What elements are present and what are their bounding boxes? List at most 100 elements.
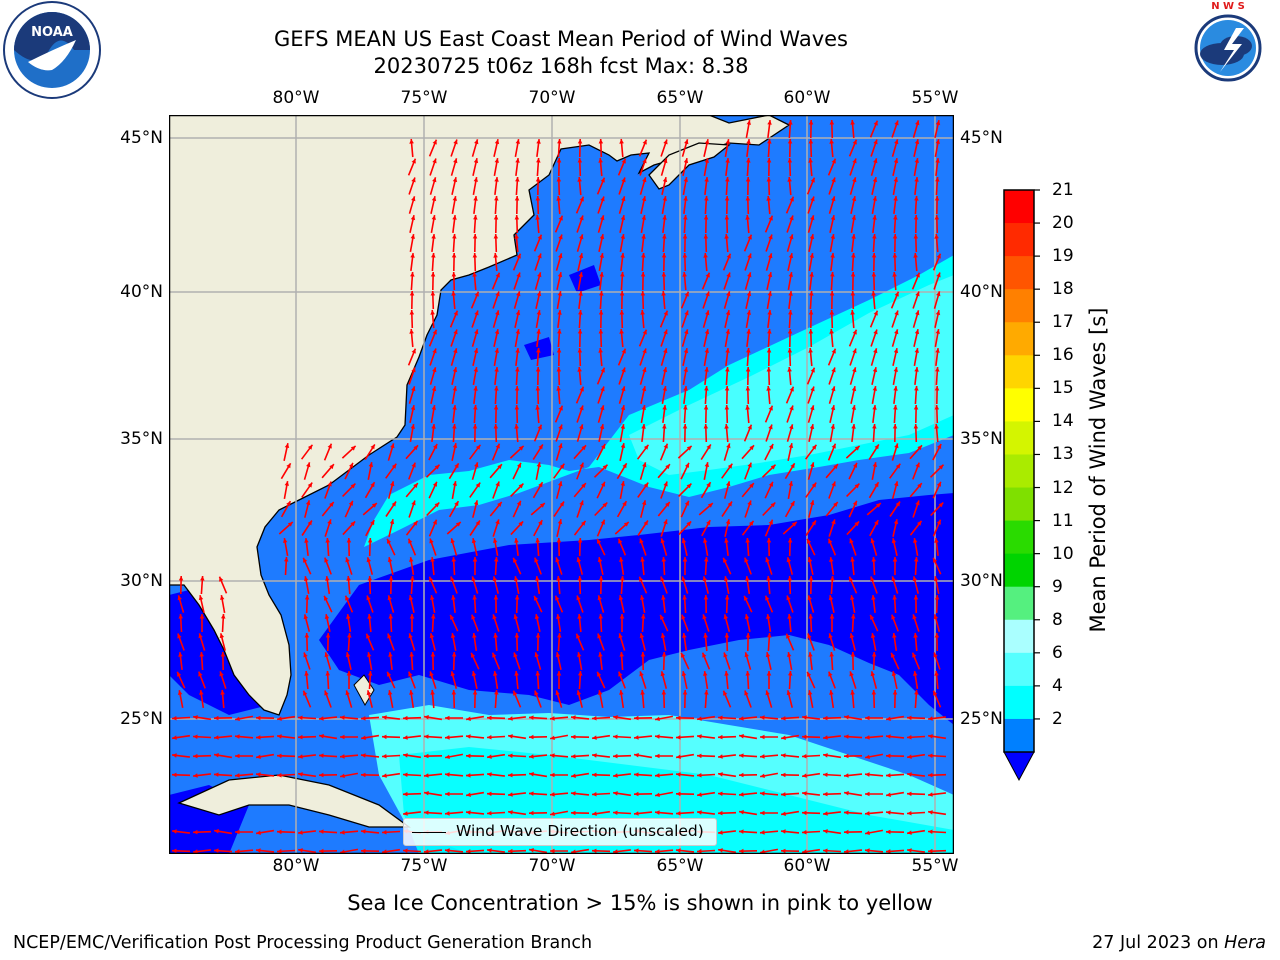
wind-wave-arrowhead (277, 753, 282, 759)
wind-wave-arrowhead (912, 576, 918, 582)
wind-wave-arrowhead (865, 735, 870, 740)
wind-wave-arrowhead (599, 291, 604, 296)
wind-wave-arrowhead (601, 444, 606, 449)
wind-wave-arrowhead (536, 329, 541, 334)
wind-wave-arrowhead (219, 671, 224, 677)
wind-wave-arrowhead (802, 830, 807, 835)
wind-wave-arrowhead (724, 196, 730, 201)
wind-wave-arrowhead (598, 576, 604, 581)
wind-wave-arrowhead (872, 215, 877, 220)
wind-wave-arrowhead (767, 139, 772, 144)
wind-wave-arrowhead (725, 519, 731, 525)
wind-wave-arrowhead (781, 829, 786, 834)
wind-wave-arrowhead (493, 234, 499, 239)
wind-wave-arrowhead (808, 614, 813, 619)
wind-wave-arrowhead (766, 538, 772, 543)
wind-wave-arrowhead (571, 754, 576, 759)
wind-wave-arrowhead (452, 177, 458, 183)
wind-wave-arrowhead (303, 614, 308, 620)
wind-wave-arrowhead (411, 196, 416, 202)
wind-wave-arrowhead (913, 234, 919, 239)
wind-wave-arrowhead (529, 772, 534, 777)
wind-wave-arrowhead (704, 557, 709, 562)
wind-wave-arrowhead (634, 735, 639, 740)
wind-wave-arrowhead (830, 405, 836, 411)
wind-wave-arrowhead (641, 215, 646, 220)
wind-wave-arrowhead (577, 367, 582, 372)
wind-wave-arrowhead (745, 671, 750, 676)
wind-wave-arrowhead (808, 139, 814, 144)
wind-wave-arrowhead (663, 481, 668, 487)
wind-wave-arrowhead (475, 482, 481, 488)
wind-wave-arrowhead (891, 538, 897, 544)
wind-wave-arrowhead (618, 633, 623, 639)
wind-wave-arrowhead (430, 557, 435, 562)
wind-wave-arrowhead (676, 811, 681, 816)
colorbar-tick-label: 21 (1052, 180, 1074, 200)
wind-wave-arrowhead (550, 716, 555, 721)
wind-wave-arrowhead (655, 716, 660, 721)
wind-wave-arrowhead (870, 576, 875, 582)
wind-wave-arrowhead (682, 272, 687, 277)
wind-wave-arrowhead (571, 791, 576, 796)
wind-wave-arrowhead (886, 716, 891, 721)
wind-wave-arrowhead (235, 716, 240, 721)
wind-wave-arrowhead (472, 253, 478, 258)
wind-wave-arrowhead (928, 753, 933, 758)
wind-wave-arrowhead (830, 215, 836, 221)
wind-wave-arrowhead (592, 792, 597, 797)
wind-wave-arrowhead (662, 386, 667, 391)
wind-wave-arrowhead (621, 177, 626, 183)
wind-wave-arrowhead (936, 253, 941, 259)
wind-wave-arrowhead (851, 405, 856, 410)
wind-wave-arrowhead (724, 215, 730, 220)
wind-wave-arrowhead (844, 734, 849, 739)
wind-wave-arrowhead (340, 715, 345, 720)
wind-wave-arrowhead (914, 348, 919, 353)
wind-wave-arrowhead (592, 848, 597, 854)
wind-wave-arrowhead (894, 443, 899, 449)
wind-wave-arrowhead (681, 576, 686, 582)
wind-wave-arrowhead (298, 754, 303, 759)
wind-wave-arrowhead (576, 633, 581, 639)
wind-wave-arrowhead (634, 848, 639, 853)
wind-wave-arrowhead (451, 291, 456, 296)
wind-wave-arrowhead (550, 753, 555, 758)
wind-wave-arrowhead (684, 310, 689, 316)
wind-wave-arrowhead (766, 158, 772, 163)
wind-wave-arrowhead (642, 348, 647, 354)
wind-wave-arrowhead (514, 424, 519, 429)
wind-wave-arrowhead (598, 158, 603, 163)
wind-wave-arrowhead (472, 690, 478, 695)
wind-wave-arrowhead (340, 754, 345, 759)
wind-wave-arrowhead (345, 595, 350, 601)
wind-wave-arrowhead (536, 158, 541, 163)
wind-wave-arrowhead (599, 234, 605, 240)
wind-wave-arrowhead (529, 715, 534, 720)
wind-wave-arrowhead (430, 272, 436, 277)
wind-wave-arrowhead (430, 652, 436, 657)
wind-wave-arrowhead (850, 652, 856, 657)
wind-wave-arrowhead (487, 811, 492, 816)
wind-wave-arrowhead (600, 519, 605, 525)
wind-wave-arrowhead (865, 848, 870, 853)
wind-wave-arrowhead (661, 652, 667, 657)
wind-wave-arrowhead (487, 791, 492, 797)
wind-wave-arrowhead (642, 158, 647, 164)
wind-wave-arrowhead (703, 405, 709, 410)
wind-wave-arrowhead (718, 734, 723, 740)
wind-wave-arrowhead (724, 595, 730, 600)
wind-wave-arrowhead (745, 367, 751, 372)
wind-wave-arrowhead (303, 652, 308, 658)
wind-wave-arrowhead (424, 773, 429, 778)
wind-wave-arrowhead (577, 538, 583, 543)
wind-wave-arrowhead (823, 715, 828, 721)
wind-wave-arrowhead (558, 253, 563, 259)
wind-wave-arrowhead (665, 502, 670, 507)
wind-wave-arrowhead (284, 481, 289, 486)
wind-wave-arrowhead (915, 462, 920, 468)
wind-wave-arrowhead (220, 690, 225, 695)
wind-wave-arrowhead (391, 501, 396, 507)
wind-wave-arrowhead (914, 367, 919, 372)
wind-wave-arrowhead (685, 462, 689, 468)
